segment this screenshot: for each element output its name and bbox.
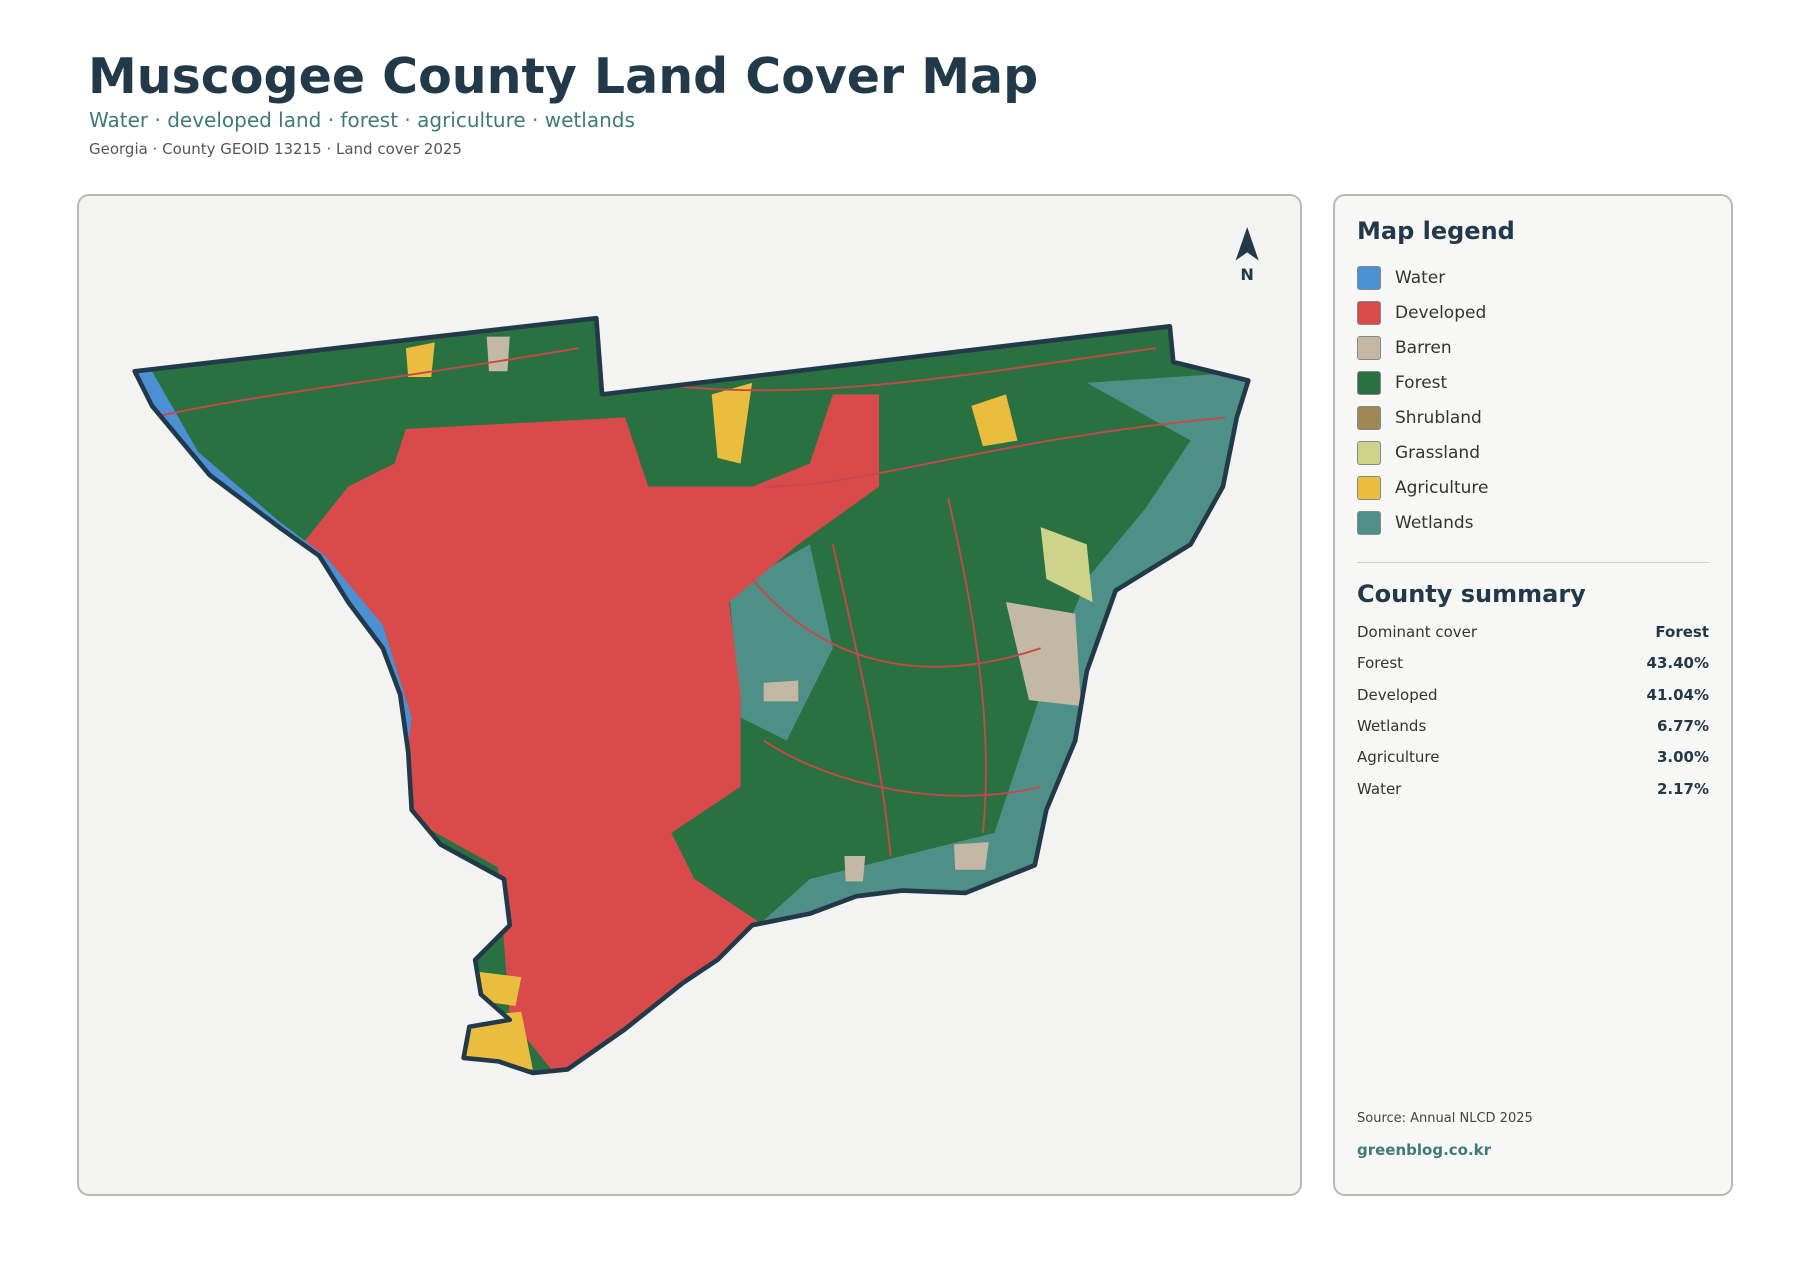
summary-value: 43.40% xyxy=(1646,654,1709,673)
legend-swatch xyxy=(1357,371,1381,395)
summary-title: County summary xyxy=(1357,580,1586,608)
map-panel: N xyxy=(77,194,1302,1196)
legend-item: Shrubland xyxy=(1357,406,1482,430)
legend-label: Water xyxy=(1395,268,1446,288)
summary-row: Water 2.17% xyxy=(1357,780,1709,798)
legend-item: Forest xyxy=(1357,371,1447,395)
site: greenblog.co.kr xyxy=(1357,1141,1492,1159)
legend-item: Wetlands xyxy=(1357,511,1474,535)
legend-swatch xyxy=(1357,441,1381,465)
summary-label: Developed xyxy=(1357,685,1438,704)
legend-label: Barren xyxy=(1395,338,1452,358)
summary-label: Dominant cover xyxy=(1357,623,1478,641)
legend-item: Water xyxy=(1357,266,1445,290)
legend-label: Wetlands xyxy=(1395,513,1474,533)
legend-swatch xyxy=(1357,301,1381,325)
side-panel: Map legend Water Developed Barren Forest Shr… xyxy=(1333,194,1733,1196)
title: Muscogee County Land Cover Map xyxy=(88,48,1039,105)
legend-label: Grassland xyxy=(1395,443,1480,463)
legend-swatch xyxy=(1357,476,1381,500)
summary-row: Wetlands 6.77% xyxy=(1357,717,1709,735)
summary-label: Wetlands xyxy=(1357,716,1427,735)
legend-swatch xyxy=(1357,511,1381,535)
summary-value: 41.04% xyxy=(1646,685,1709,704)
summary-row: Developed 41.04% xyxy=(1357,686,1709,704)
legend-swatch xyxy=(1357,336,1381,360)
summary-value: 6.77% xyxy=(1656,716,1709,735)
summary-label: Forest xyxy=(1357,654,1404,673)
summary-value: 3.00% xyxy=(1656,748,1709,767)
meta: Georgia · County GEOID 13215 · Land cove… xyxy=(89,140,462,158)
summary-value: 2.17% xyxy=(1656,779,1709,798)
legend-item: Agriculture xyxy=(1357,476,1489,500)
summary-row: Agriculture 3.00% xyxy=(1357,748,1709,766)
legend-title: Map legend xyxy=(1357,217,1515,245)
north-label: N xyxy=(1240,265,1254,284)
summary-label: Agriculture xyxy=(1357,748,1440,767)
divider xyxy=(1357,562,1709,563)
summary-row: Dominant cover Forest xyxy=(1357,623,1709,641)
legend-label: Forest xyxy=(1395,373,1448,393)
summary-label: Water xyxy=(1357,779,1402,798)
legend-item: Grassland xyxy=(1357,441,1480,465)
legend-swatch xyxy=(1357,406,1381,430)
legend-item: Barren xyxy=(1357,336,1452,360)
subtitle: Water · developed land · forest · agricu… xyxy=(89,108,635,132)
legend-swatch xyxy=(1357,266,1381,290)
legend-label: Developed xyxy=(1395,303,1487,323)
map: N xyxy=(132,227,1259,1076)
source: Source: Annual NLCD 2025 xyxy=(1357,1111,1533,1126)
legend-label: Agriculture xyxy=(1395,478,1489,498)
summary-row: Forest 43.40% xyxy=(1357,654,1709,672)
legend-label: Shrubland xyxy=(1395,408,1482,428)
legend-item: Developed xyxy=(1357,301,1486,325)
summary-value: Forest xyxy=(1655,623,1709,641)
